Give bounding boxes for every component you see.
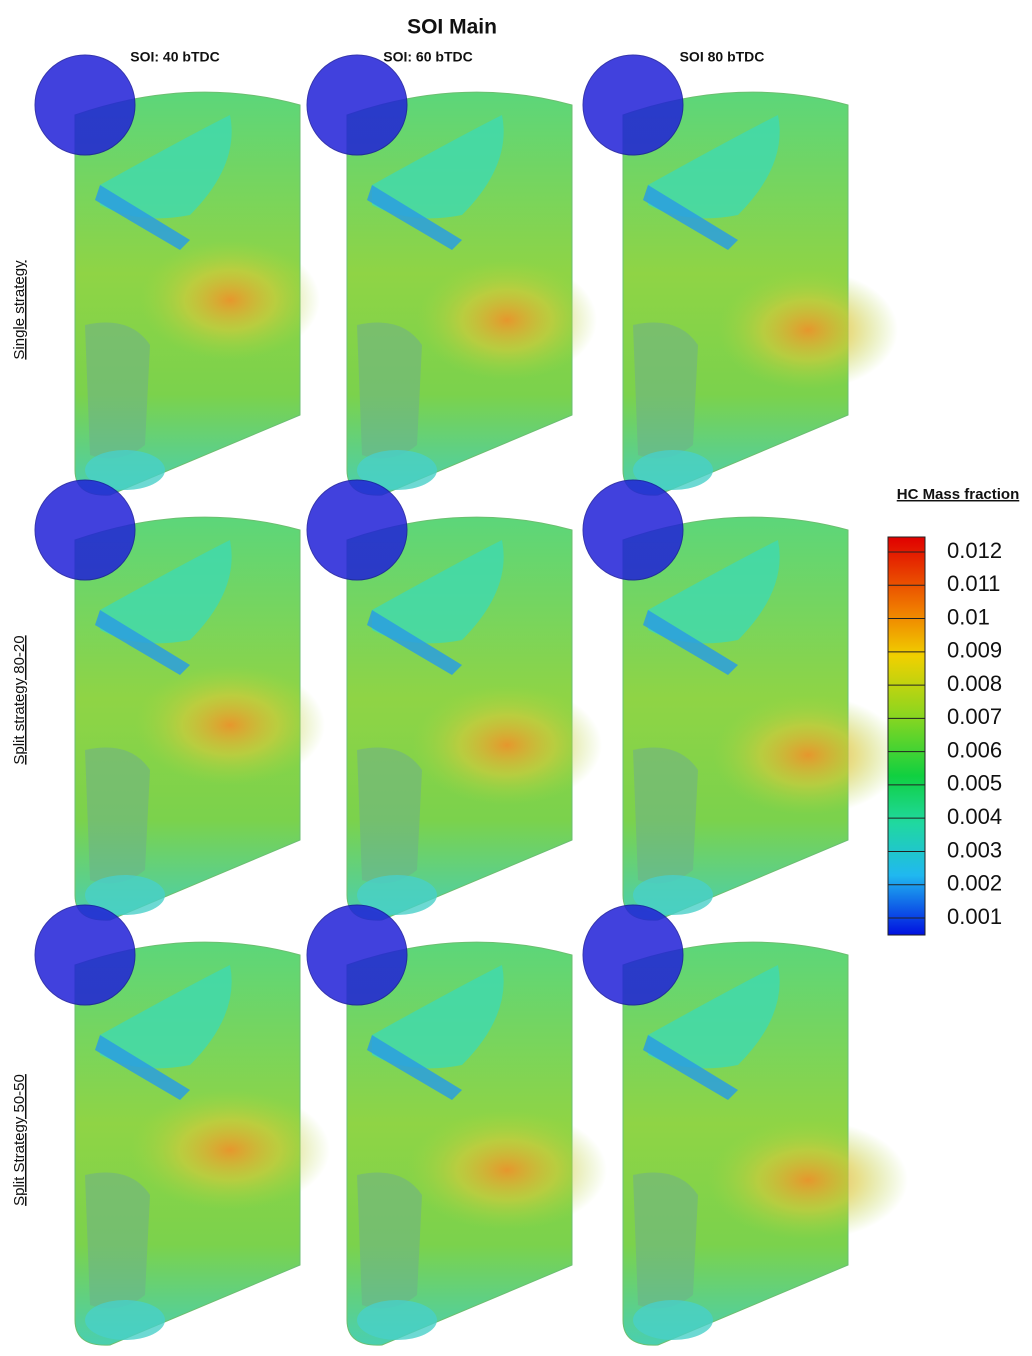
piston-bowl [357, 1300, 437, 1340]
row-label: Split Strategy 50-50 [11, 1074, 28, 1206]
colorbar-tick-label: 0.006 [947, 737, 1002, 762]
colorbar-tick-label: 0.008 [947, 671, 1002, 696]
colorbar-tick-label: 0.011 [947, 571, 1000, 596]
liquid-core [85, 323, 150, 459]
colorbar [888, 537, 925, 935]
colorbar-tick-label: 0.01 [947, 604, 990, 629]
colorbar-tick-label: 0.005 [947, 771, 1002, 796]
injector-sphere [307, 480, 407, 580]
colorbar-tick-label: 0.003 [947, 837, 1002, 862]
row-label: Single strategy [11, 260, 28, 360]
simulation-panel [307, 480, 602, 920]
injector-sphere [35, 905, 135, 1005]
hot-zone [417, 260, 597, 380]
hot-zone [718, 270, 898, 390]
hot-zone [130, 1090, 330, 1210]
liquid-core [85, 1173, 150, 1309]
piston-bowl [85, 1300, 165, 1340]
injector-sphere [307, 55, 407, 155]
injector-sphere [583, 55, 683, 155]
simulation-panel [307, 905, 607, 1345]
simulation-panel [583, 480, 903, 920]
column-label: SOI: 40 bTDC [130, 49, 219, 65]
colorbar-title: HC Mass fraction [897, 486, 1020, 503]
colorbar-tick-label: 0.002 [947, 871, 1002, 896]
colorbar-tick-label: 0.009 [947, 638, 1002, 663]
hot-zone [140, 240, 320, 360]
liquid-core [633, 748, 698, 884]
colorbar-tick-label: 0.007 [947, 704, 1002, 729]
hot-zone [713, 695, 903, 815]
injector-sphere [583, 480, 683, 580]
simulation-panel [35, 55, 320, 495]
simulation-panel [583, 905, 908, 1345]
injector-sphere [583, 905, 683, 1005]
hot-zone [708, 1120, 908, 1240]
liquid-core [357, 323, 422, 459]
liquid-core [85, 748, 150, 884]
figure-title: SOI Main [407, 16, 497, 39]
panels [35, 55, 908, 1345]
colorbar-tick-label: 0.001 [947, 904, 1002, 929]
hot-zone [135, 665, 325, 785]
simulation-panel [35, 905, 330, 1345]
hot-zone [407, 1110, 607, 1230]
colorbar-tick-label: 0.012 [947, 538, 1002, 563]
simulation-panel [583, 55, 898, 495]
column-label: SOI 80 bTDC [680, 49, 765, 65]
simulation-panel [35, 480, 325, 920]
liquid-core [357, 748, 422, 884]
liquid-core [357, 1173, 422, 1309]
column-label: SOI: 60 bTDC [383, 49, 472, 65]
row-label: Split strategy 80-20 [11, 635, 28, 764]
injector-sphere [307, 905, 407, 1005]
piston-bowl [633, 1300, 713, 1340]
colorbar-tick-label: 0.004 [947, 804, 1002, 829]
hot-zone [412, 685, 602, 805]
liquid-core [633, 1173, 698, 1309]
liquid-core [633, 323, 698, 459]
injector-sphere [35, 480, 135, 580]
simulation-panel [307, 55, 597, 495]
injector-sphere [35, 55, 135, 155]
figure: SOI Main SOI: 40 bTDC SOI: 60 bTDC SOI 80 … [0, 0, 1032, 1351]
